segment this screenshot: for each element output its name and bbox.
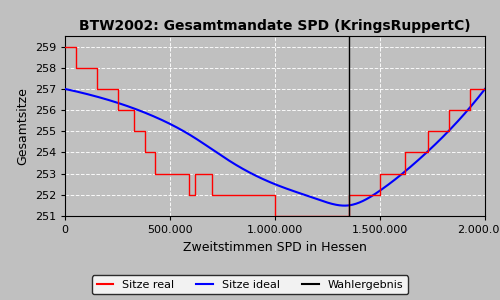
Title: BTW2002: Gesamtmandate SPD (KringsRuppertC): BTW2002: Gesamtmandate SPD (KringsRupper… [79,20,471,33]
Y-axis label: Gesamtsitze: Gesamtsitze [16,87,29,165]
Legend: Sitze real, Sitze ideal, Wahlergebnis: Sitze real, Sitze ideal, Wahlergebnis [92,275,408,294]
X-axis label: Zweitstimmen SPD in Hessen: Zweitstimmen SPD in Hessen [183,241,367,254]
